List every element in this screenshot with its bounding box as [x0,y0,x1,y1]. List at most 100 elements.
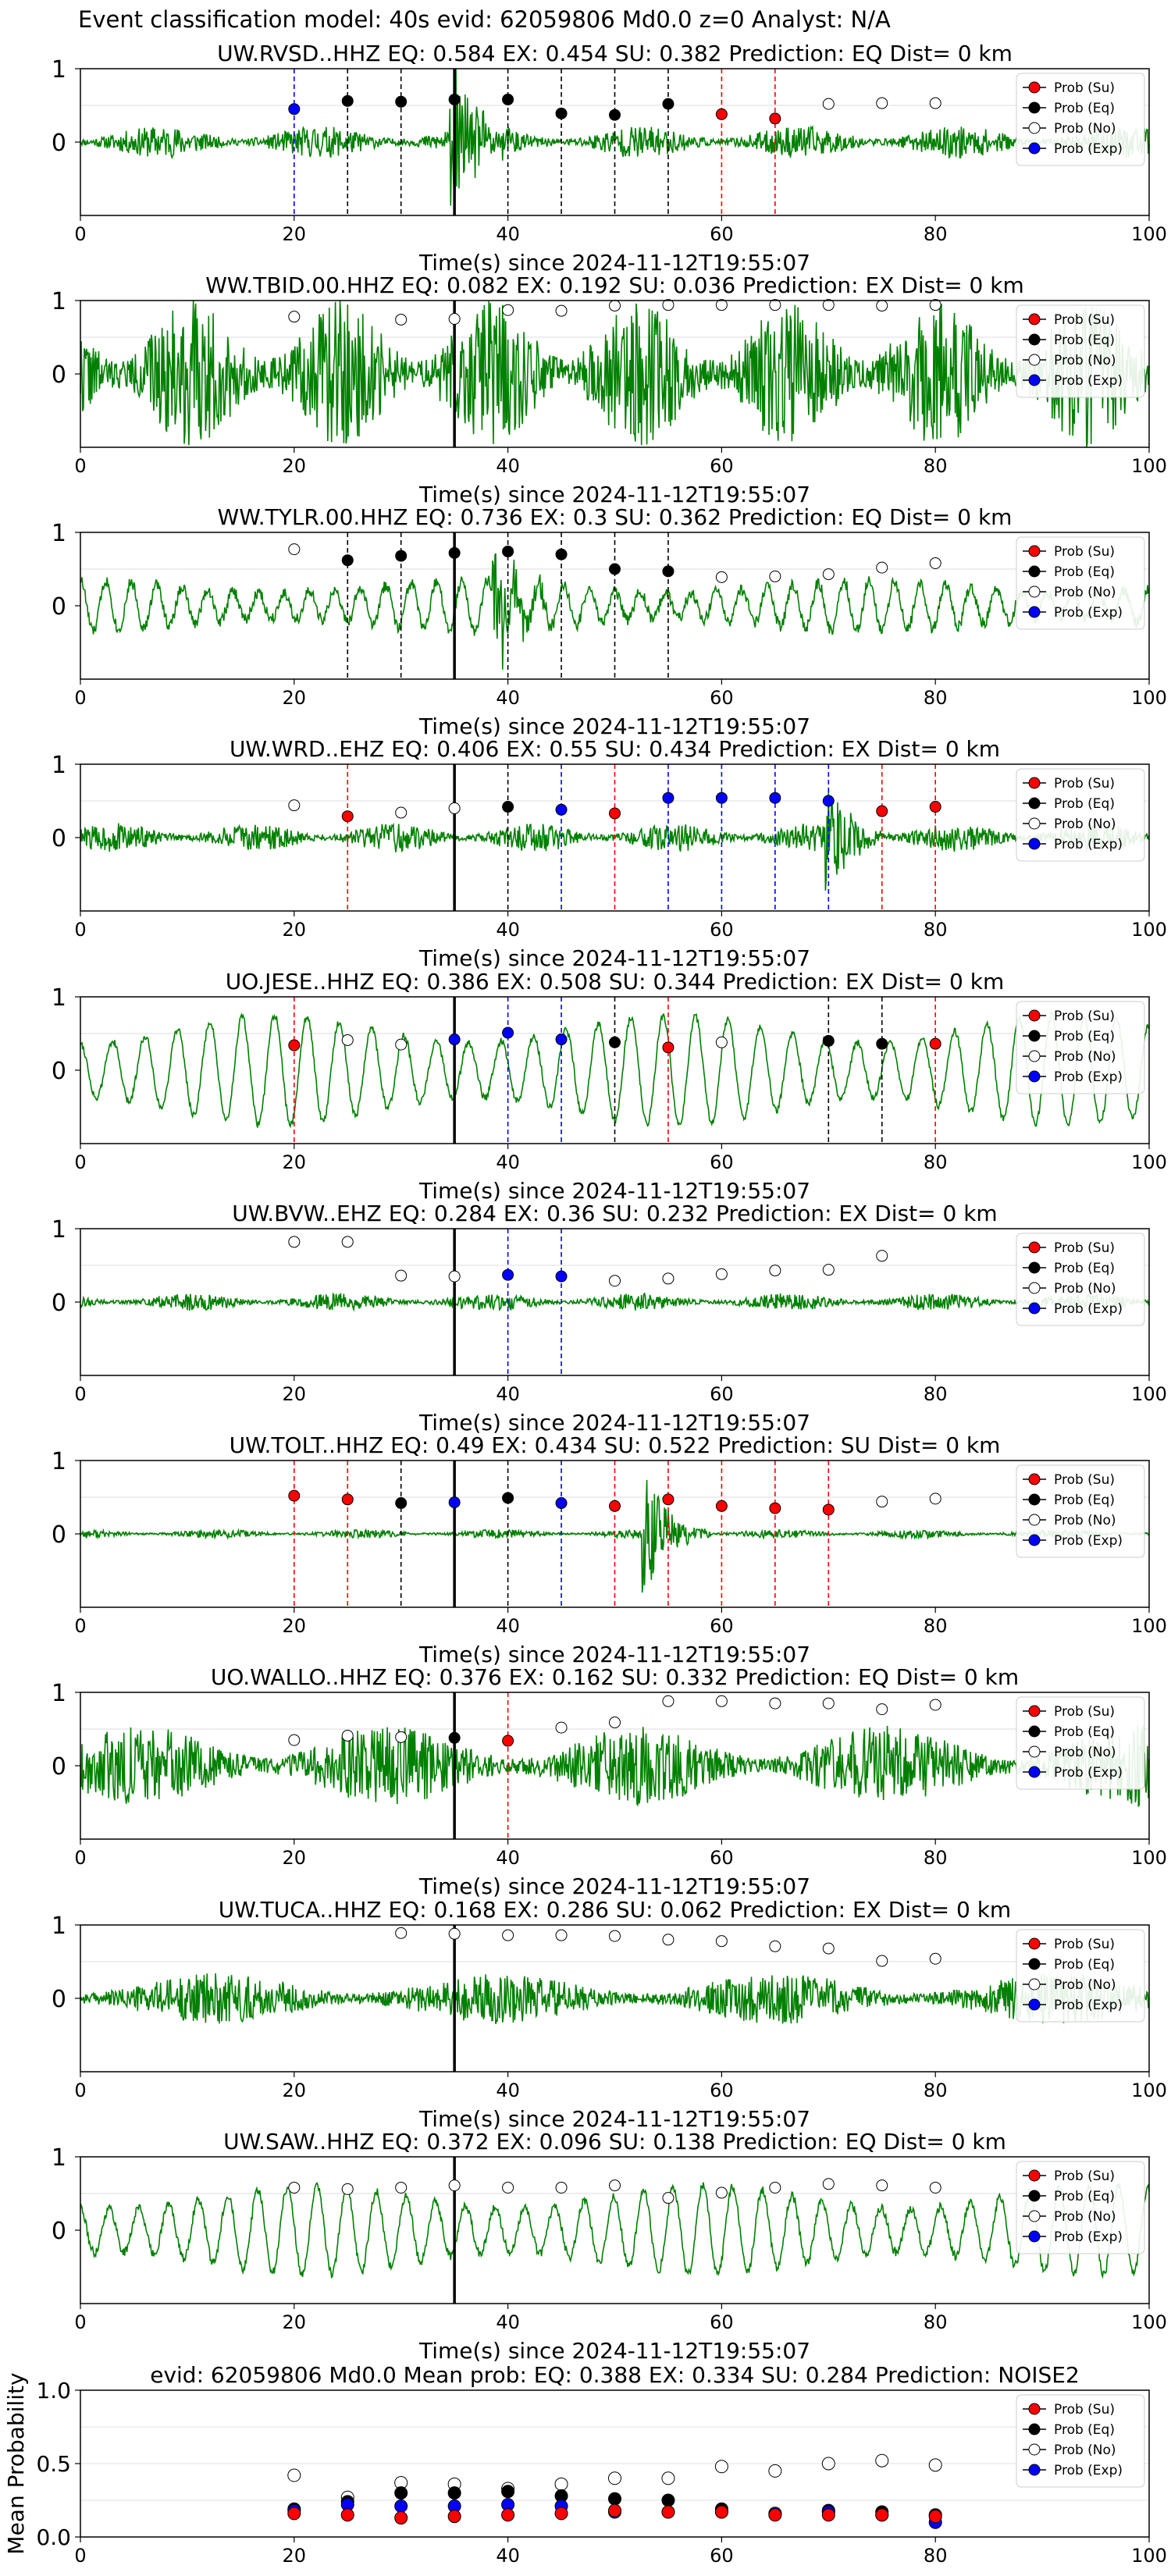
prob-marker-su [715,1500,728,1512]
x-tick-label: 20 [283,2545,307,2567]
prob-marker-su [662,1493,674,1506]
axes-frame [80,2156,1150,2304]
x-axis-label: Time(s) since 2024-11-12T19:55:07 [418,250,810,276]
subplot-title: UW.WRD..EHZ EQ: 0.406 EX: 0.55 SU: 0.434… [230,736,1000,762]
legend-label: Prob (Eq) [1054,2189,1115,2204]
subplot-7: UW.TOLT..HHZ EQ: 0.49 EX: 0.434 SU: 0.52… [52,1432,1167,1667]
prob-marker-exp [555,1497,568,1510]
mean-marker-eq [661,2493,675,2507]
x-tick-label: 20 [283,687,307,709]
prob-marker-no [715,299,728,311]
legend-marker [1028,313,1041,326]
x-tick-label: 100 [1131,2311,1167,2333]
x-tick-label: 100 [1131,1151,1167,1173]
prob-marker-exp [769,792,781,804]
prob-marker-su [876,805,888,817]
mean-marker-su [768,2508,782,2522]
prob-marker-eq [876,1037,888,1050]
x-tick-label: 0 [74,1615,86,1637]
prob-marker-no [929,2181,941,2194]
legend-marker [1028,1473,1041,1485]
legend-marker [1028,374,1041,386]
mean-marker-su [501,2508,515,2522]
subplot-title: UO.JESE..HHZ EQ: 0.386 EX: 0.508 SU: 0.3… [226,969,1004,994]
prob-marker-no [555,1929,568,1941]
prob-marker-no [929,557,941,569]
prob-marker-no [929,299,941,311]
x-tick-label: 100 [1131,919,1167,941]
prob-marker-no [288,543,301,556]
prob-marker-exp [502,1268,514,1281]
x-tick-label: 60 [710,455,734,477]
prob-marker-no [822,98,835,110]
legend-label: Prob (Su) [1054,1240,1115,1256]
legend-label: Prob (No) [1054,1513,1116,1528]
x-tick-label: 0 [74,1383,86,1405]
legend-marker [1028,333,1041,346]
x-tick-label: 60 [710,1847,734,1869]
subplot-title: WW.TYLR.00.HHZ EQ: 0.736 EX: 0.3 SU: 0.3… [218,504,1013,530]
prob-marker-exp [822,795,835,807]
mean-marker-su [394,2511,408,2525]
legend-marker [1028,1261,1041,1274]
x-tick-label: 40 [496,687,520,709]
legend-marker [1028,1725,1041,1738]
prob-marker-no [395,1731,408,1743]
subplot-4: UW.WRD..EHZ EQ: 0.406 EX: 0.55 SU: 0.434… [52,736,1167,971]
prob-marker-no [448,1927,461,1940]
x-tick-label: 80 [924,687,948,709]
mean-marker-su [554,2507,568,2521]
legend-label: Prob (No) [1054,585,1116,600]
y-tick-label: 1 [52,56,66,84]
subplot-title: evid: 62059806 Md0.0 Mean prob: EQ: 0.38… [150,2362,1080,2388]
x-tick-label: 20 [283,2080,307,2101]
legend-label: Prob (No) [1054,1745,1116,1760]
prob-marker-no [341,1729,354,1742]
x-tick-label: 0 [74,1151,86,1173]
subplot-title: UW.SAW..HHZ EQ: 0.372 EX: 0.096 SU: 0.13… [223,2129,1006,2154]
prob-marker-no [395,1038,408,1051]
legend-label: Prob (Eq) [1054,1957,1115,1973]
x-tick-label: 40 [496,2545,520,2567]
prob-marker-no [662,1934,674,1946]
prob-marker-no [822,2178,835,2190]
x-tick-label: 0 [74,1847,86,1869]
legend-label: Prob (Su) [1054,1009,1115,1024]
prob-marker-su [769,1502,781,1514]
y-tick-label: 0 [52,361,66,389]
legend-label: Prob (No) [1054,2209,1116,2225]
prob-marker-no [288,1734,301,1746]
prob-marker-no [288,799,301,812]
prob-marker-no [769,299,781,311]
prob-marker-no [715,1935,728,1948]
legend-label: Prob (Exp) [1054,1765,1123,1781]
legend-label: Prob (Eq) [1054,1493,1115,1508]
x-tick-label: 60 [710,2311,734,2333]
prob-marker-no [555,304,568,317]
subplot-title: UW.BVW..EHZ EQ: 0.284 EX: 0.36 SU: 0.232… [232,1201,997,1226]
legend-marker [1028,2190,1041,2202]
legend-marker [1028,81,1041,94]
x-tick-label: 20 [283,1151,307,1173]
prob-marker-no [822,299,835,311]
y-tick-label: 1 [52,2144,66,2172]
legend-label: Prob (Su) [1054,776,1115,792]
x-tick-label: 0 [74,455,86,477]
legend-box [1016,1929,1145,2023]
prob-marker-no [876,1955,888,1967]
prob-marker-no [609,2179,621,2192]
prob-marker-no [395,313,408,326]
y-tick-label: 0 [52,2218,66,2245]
x-axis-label: Time(s) since 2024-11-12T19:55:07 [418,1642,810,1667]
mean-marker-su [287,2507,301,2521]
mean-marker-eq [501,2485,515,2499]
mean-marker-su [340,2508,354,2522]
prob-marker-no [876,1250,888,1262]
x-tick-label: 20 [283,455,307,477]
mean-marker-exp [394,2500,408,2514]
legend-box [1016,2161,1145,2254]
x-tick-label: 60 [710,1383,734,1405]
prob-marker-exp [715,792,728,804]
prob-marker-no [715,1695,728,1707]
legend-marker [1028,122,1041,134]
